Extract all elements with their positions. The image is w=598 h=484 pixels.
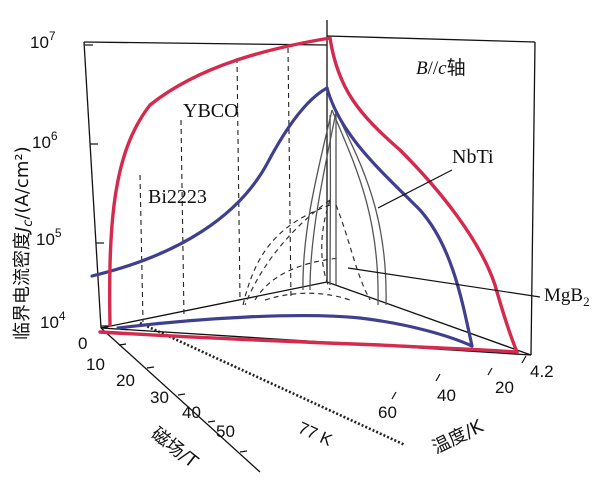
ybco-curve-field [108, 36, 332, 327]
orientation-label-part: c [438, 58, 447, 79]
field-tick-mark [146, 366, 155, 369]
temperature-tick-label: 40 [437, 386, 456, 405]
bi2223-surface [90, 86, 474, 348]
temperature-axis-label: 温度/K [429, 415, 488, 458]
y-axis-label-part: c [21, 220, 36, 227]
orientation-label-part: 轴 [447, 57, 466, 79]
floor-back-left [100, 281, 328, 329]
y-axis-label-part: 临界电流密度 [12, 232, 33, 340]
guide-line [287, 47, 292, 301]
temperature-tick-mark [435, 373, 441, 382]
series-label-nbti: NbTi [452, 146, 494, 168]
mgb2-leader [347, 267, 541, 298]
mgb2-surface [244, 199, 371, 306]
leader-lines [347, 169, 541, 298]
field-tick-label: 10 [86, 355, 105, 374]
ybco-surface [98, 36, 519, 354]
mgb2-curve [321, 199, 331, 291]
top-left-edge [83, 41, 328, 46]
ybco-curve-temp [328, 36, 519, 354]
mgb2-curve [335, 204, 371, 301]
y-tick-base: 10 [40, 313, 59, 332]
floor-back-right [326, 281, 532, 356]
temperature-tick-mark [487, 367, 493, 376]
mgb2-main: MgB [544, 285, 583, 306]
temperature-tick-mark [391, 391, 397, 400]
field-tick-mark [177, 393, 186, 396]
orientation-label-part: // [428, 58, 439, 79]
y-axis-left [83, 41, 102, 329]
77k-label: 77 K [295, 418, 335, 450]
field-axis [100, 327, 261, 473]
nbti-curve [331, 109, 379, 306]
top-right-edge [326, 35, 536, 43]
guide-line [236, 57, 241, 301]
temperature-tick-labels: 4.2 20 40 60 [378, 355, 554, 422]
y-tick-base: 10 [32, 133, 51, 152]
field-tick-label: 20 [116, 371, 135, 390]
y-tick-exponent: 5 [55, 226, 62, 240]
orientation-label: B//c轴 [416, 57, 466, 79]
mgb2-curve [244, 199, 331, 306]
field-tick-mark [207, 420, 216, 423]
y-tick-base: 10 [30, 33, 49, 52]
nbti-curve [335, 111, 387, 306]
field-tick-label: 40 [182, 403, 201, 422]
y-axis-label-part: J [12, 227, 33, 235]
y-tick-marks [85, 44, 109, 327]
y-tick-exponent: 4 [59, 309, 66, 323]
field-axis-label: 磁场/T [147, 423, 203, 473]
orientation-label-part: B [416, 58, 428, 79]
guide-line [180, 119, 185, 319]
y-tick-exponent: 7 [49, 29, 56, 43]
field-tick-label: 50 [216, 422, 235, 441]
y-axis-label-part: /(A/cm²) [12, 146, 33, 219]
temperature-tick-mark [521, 355, 527, 364]
field-tick-label: 30 [150, 388, 169, 407]
bi2223-curve-temp [325, 86, 474, 348]
y-tick-exponent: 6 [51, 129, 58, 143]
series-label-ybco: YBCO [183, 100, 239, 122]
y-tick-label: 106 [32, 129, 58, 152]
y-tick-label: 104 [40, 309, 66, 332]
field-tick-mark [239, 450, 248, 453]
nbti-curve [309, 111, 337, 291]
field-tick-labels: 0 10 20 30 40 50 [78, 326, 248, 453]
guide-curve [254, 257, 341, 301]
field-tick-mark [118, 343, 127, 346]
temperature-tick-label: 4.2 [530, 362, 554, 381]
77k-reference-line [139, 321, 406, 447]
guide-curve [242, 204, 331, 306]
temperature-tick-label: 60 [378, 403, 397, 422]
guide-line [139, 174, 144, 323]
ybco-floor [98, 330, 519, 354]
y-tick-base: 10 [36, 230, 55, 249]
bi2223-floor [116, 314, 474, 348]
field-tick-mark [100, 326, 109, 329]
y-tick-label: 107 [30, 29, 56, 52]
temperature-tick-label: 20 [495, 378, 514, 397]
bi2223-curve-field [90, 86, 329, 278]
right-back-edge [530, 41, 536, 356]
mgb2-sub: 2 [583, 294, 590, 309]
field-tick-label: 0 [78, 334, 87, 353]
y-tick-label: 105 [36, 226, 62, 249]
y-axis-label: 临界电流密度Jc/(A/cm²) [12, 146, 36, 340]
nbti-surface [302, 109, 387, 306]
surface-guides [139, 47, 341, 323]
nbti-leader [377, 169, 453, 209]
mgb2-curve [264, 292, 351, 301]
nbti-curve [302, 109, 333, 291]
series-label-bi2223: Bi2223 [148, 186, 207, 208]
series-label-mgb2: MgB2 [544, 285, 590, 309]
